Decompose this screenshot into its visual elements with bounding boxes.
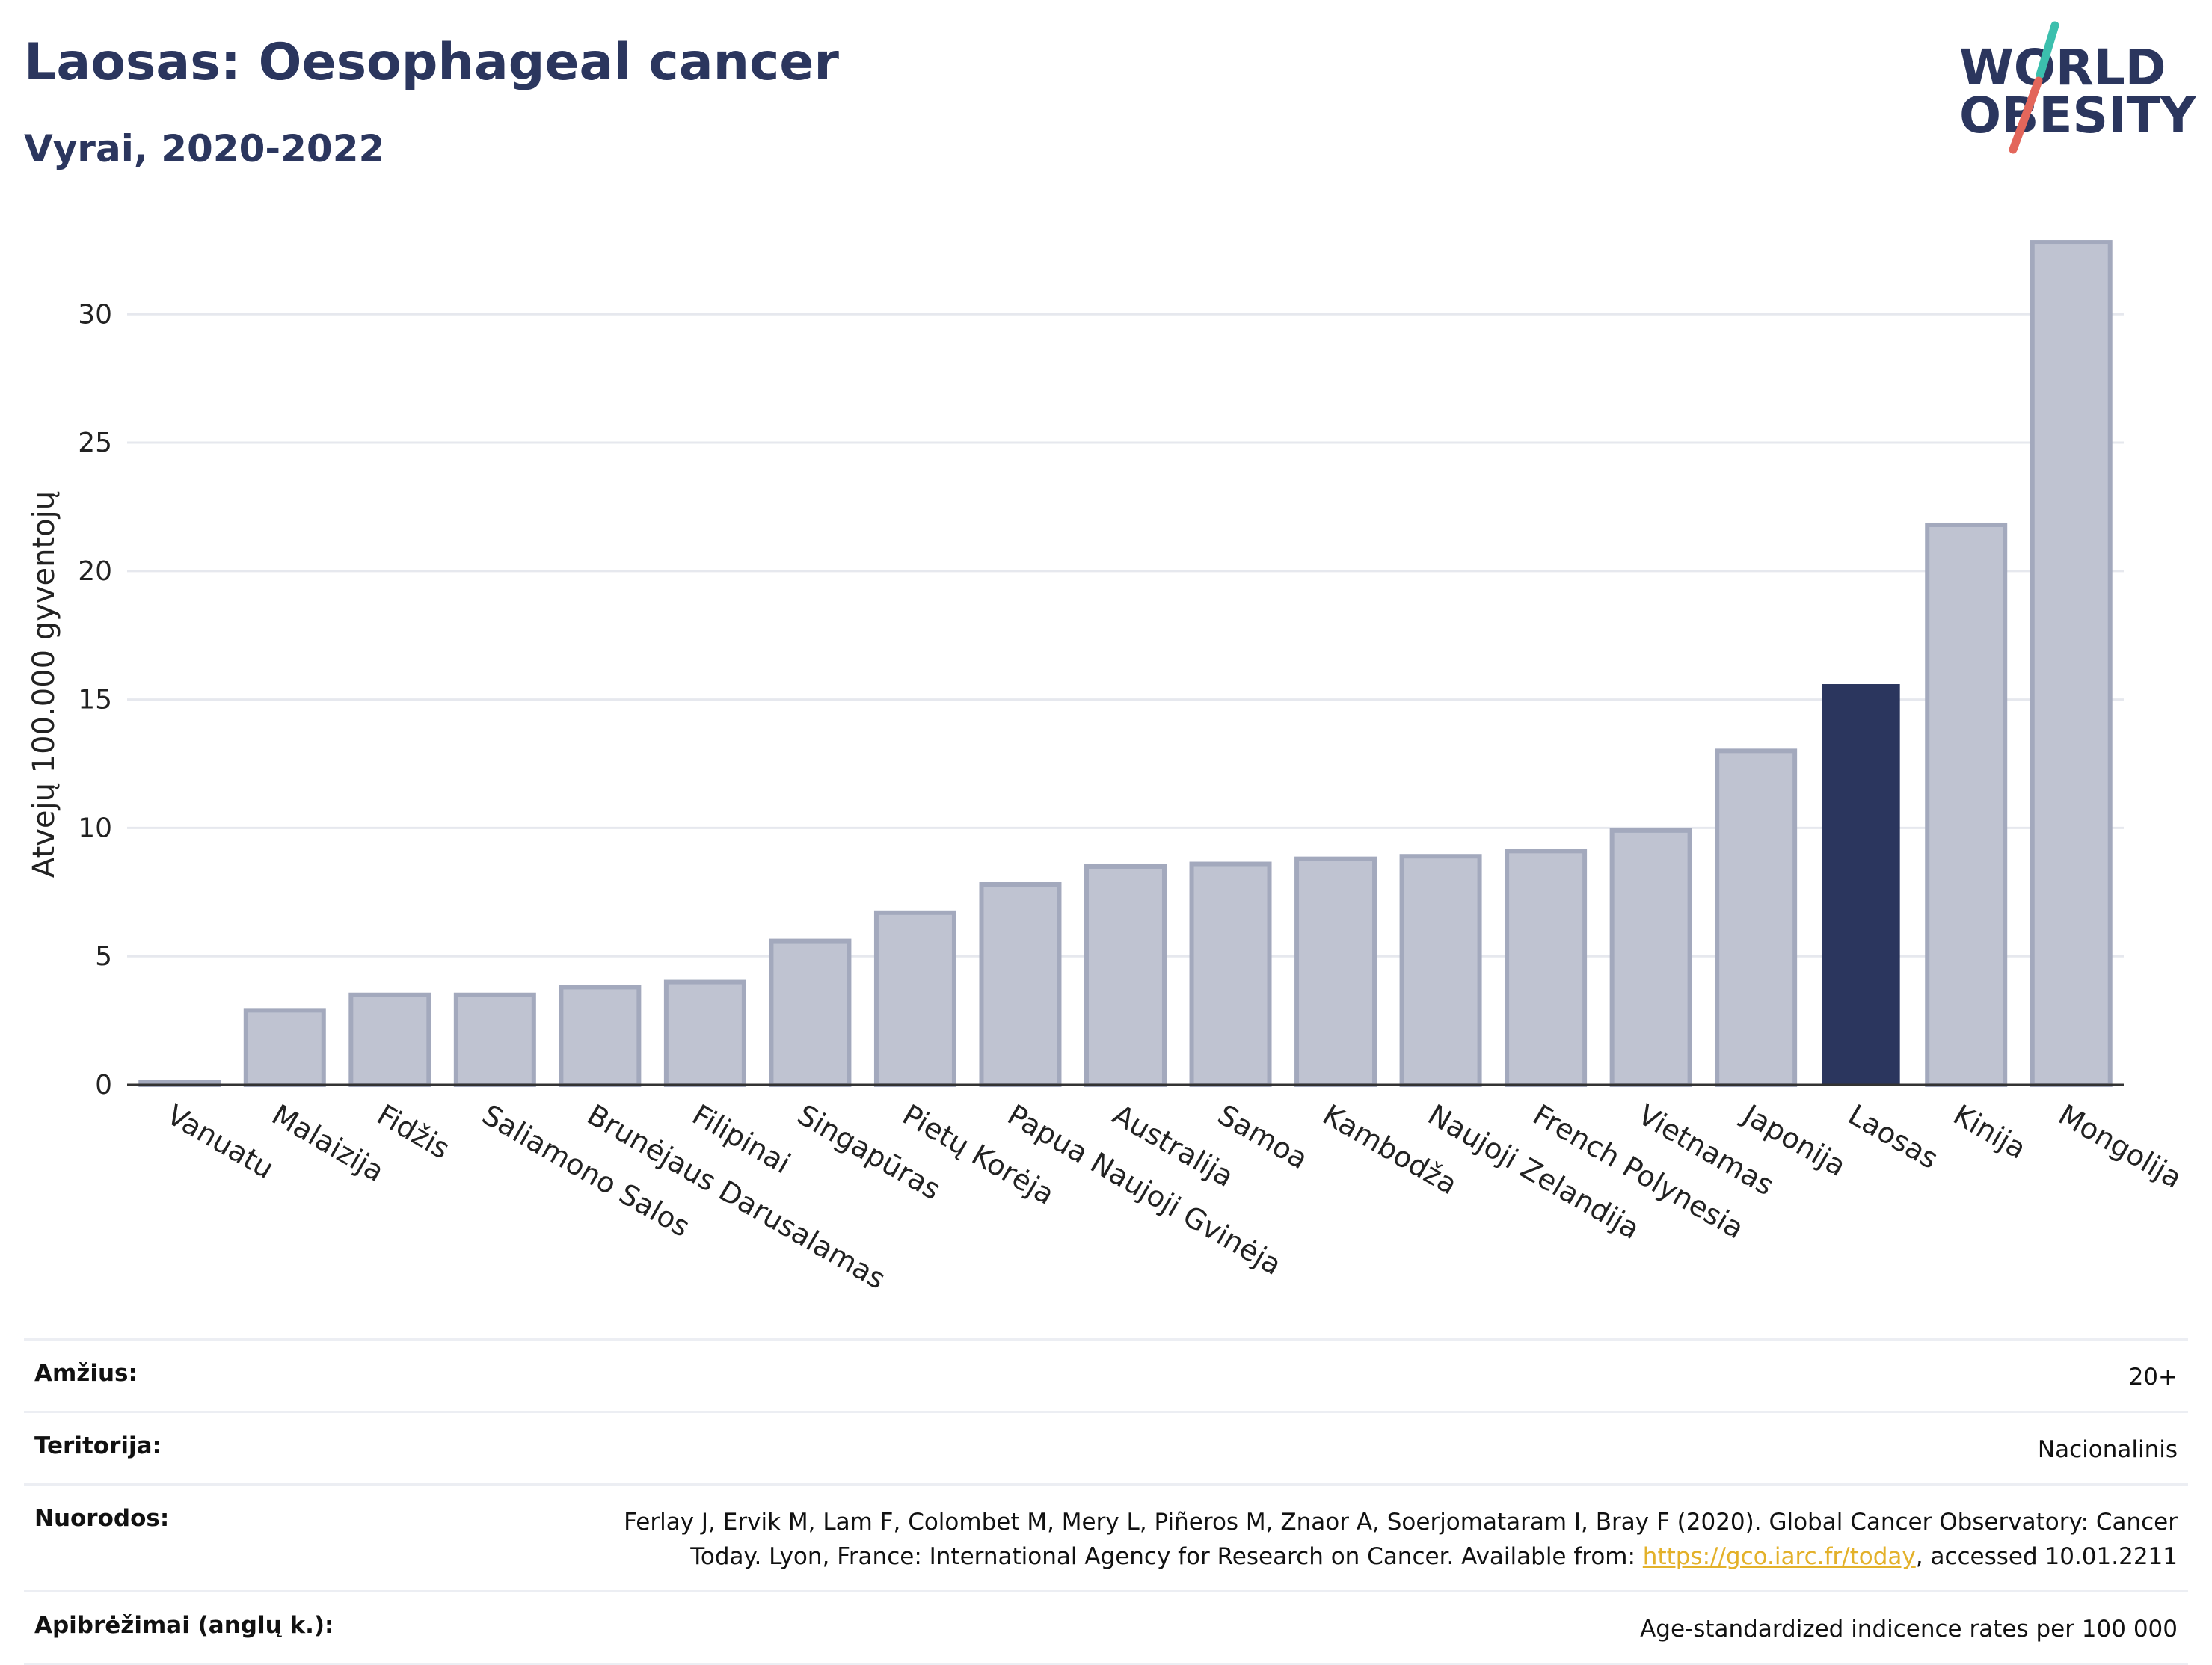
references-label: Nuorodos: bbox=[34, 1505, 170, 1532]
y-tick-label: 25 bbox=[78, 428, 112, 458]
info-row-age: Amžius: 20+ bbox=[24, 1338, 2188, 1411]
y-tick-label: 15 bbox=[78, 685, 112, 715]
bar bbox=[1294, 856, 1377, 1087]
definitions-label: Apibrėžimai (anglų k.): bbox=[34, 1612, 334, 1639]
info-row-definitions: Apibrėžimai (anglų k.): Age-standardized… bbox=[24, 1590, 2188, 1665]
bar bbox=[453, 992, 536, 1087]
y-tick-label: 10 bbox=[78, 813, 112, 843]
definitions-value: Age-standardized indicence rates per 100… bbox=[1640, 1616, 2178, 1643]
bar bbox=[1715, 748, 1798, 1087]
x-tick-label: Malaizija bbox=[266, 1098, 390, 1189]
gco-link[interactable]: https://gco.iarc.fr/today bbox=[1642, 1543, 1916, 1570]
bar bbox=[769, 938, 852, 1087]
chart-subtitle: Vyrai, 2020-2022 bbox=[24, 127, 385, 170]
bar bbox=[1505, 849, 1588, 1088]
bar bbox=[1925, 522, 2008, 1087]
y-axis-label: Atvejų 100.000 gyventojų bbox=[27, 491, 61, 878]
world-obesity-logo: WORLD OBESITY bbox=[1944, 21, 2199, 156]
chart-title: Laosas: Oesophageal cancer bbox=[24, 33, 839, 92]
bar bbox=[2030, 240, 2113, 1087]
info-row-territory: Teritorija: Nacionalinis bbox=[24, 1411, 2188, 1483]
logo-slash-icon bbox=[2009, 21, 2059, 154]
territory-label: Teritorija: bbox=[34, 1432, 162, 1459]
references-text: Ferlay J, Ervik M, Lam F, Colombet M, Me… bbox=[624, 1509, 2178, 1570]
bar bbox=[1609, 828, 1692, 1088]
territory-value: Nacionalinis bbox=[2037, 1436, 2178, 1463]
logo-line-2: OBESITY bbox=[1959, 87, 2196, 144]
age-label: Amžius: bbox=[34, 1360, 138, 1387]
bar-highlight bbox=[1822, 684, 1900, 1085]
x-tick-label: Fidžis bbox=[372, 1098, 455, 1166]
bar bbox=[243, 1008, 326, 1088]
x-tick-label: Vanuatu bbox=[162, 1098, 280, 1185]
bar bbox=[1399, 854, 1482, 1087]
bar bbox=[1189, 861, 1272, 1087]
y-tick-label: 30 bbox=[78, 299, 112, 330]
bar-chart: 0 5 10 15 20 25 30 Atvejų 100.000 gyventojų Vanu… bbox=[27, 240, 2187, 1296]
bar bbox=[1084, 864, 1167, 1087]
y-tick-label: 0 bbox=[95, 1070, 112, 1101]
info-table: Amžius: 20+ Teritorija: Nacionalinis Nuo… bbox=[24, 1338, 2188, 1665]
references-value: Ferlay J, Ervik M, Lam F, Colombet M, Me… bbox=[607, 1505, 2178, 1574]
bar bbox=[348, 992, 431, 1087]
x-tick-label: Mongolija bbox=[2053, 1098, 2187, 1195]
x-tick-label: Kinija bbox=[1948, 1098, 2032, 1166]
references-accessed: , accessed 10.01.2211 bbox=[1915, 1543, 2178, 1570]
bar bbox=[559, 985, 642, 1088]
y-tick-label: 20 bbox=[78, 556, 112, 587]
bar bbox=[873, 910, 956, 1088]
bar bbox=[663, 979, 746, 1087]
bar bbox=[979, 882, 1062, 1087]
age-value: 20+ bbox=[2128, 1364, 2178, 1391]
x-tick-label: Laosas bbox=[1843, 1098, 1944, 1175]
info-row-references: Nuorodos: Ferlay J, Ervik M, Lam F, Colo… bbox=[24, 1483, 2188, 1590]
y-tick-label: 5 bbox=[95, 941, 112, 972]
logo-line-1: WORLD bbox=[1959, 39, 2166, 96]
